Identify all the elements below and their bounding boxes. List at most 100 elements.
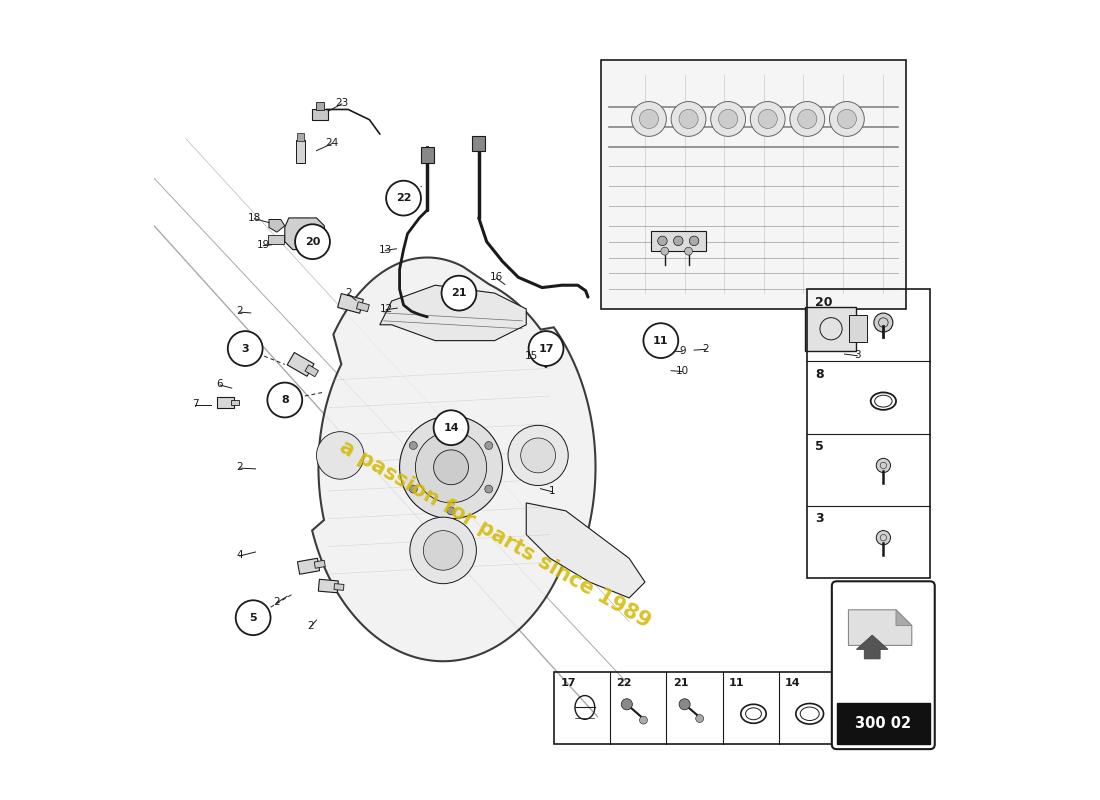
Circle shape — [837, 110, 857, 129]
Circle shape — [690, 236, 698, 246]
Text: 2: 2 — [236, 462, 243, 472]
Polygon shape — [315, 560, 326, 568]
Circle shape — [520, 438, 556, 473]
Circle shape — [399, 416, 503, 518]
Circle shape — [873, 313, 893, 332]
Polygon shape — [297, 558, 320, 574]
Text: 2: 2 — [308, 621, 315, 630]
Text: 2: 2 — [274, 597, 280, 607]
Circle shape — [631, 102, 667, 136]
Circle shape — [877, 530, 891, 545]
FancyBboxPatch shape — [602, 59, 906, 309]
Text: 3: 3 — [854, 350, 860, 360]
Circle shape — [441, 276, 476, 310]
Circle shape — [508, 426, 569, 486]
Text: 12: 12 — [379, 304, 393, 314]
Circle shape — [267, 382, 303, 418]
Circle shape — [790, 102, 825, 136]
Text: 6: 6 — [217, 379, 223, 389]
Circle shape — [718, 110, 738, 129]
Circle shape — [433, 450, 469, 485]
Circle shape — [409, 485, 417, 493]
Circle shape — [409, 442, 417, 450]
Text: 5: 5 — [815, 440, 824, 453]
Polygon shape — [270, 219, 285, 232]
Text: 4: 4 — [236, 550, 243, 560]
Circle shape — [424, 530, 463, 570]
Polygon shape — [318, 579, 339, 593]
Circle shape — [695, 714, 704, 722]
Polygon shape — [379, 286, 526, 341]
Circle shape — [639, 110, 659, 129]
Polygon shape — [334, 584, 344, 590]
Circle shape — [829, 102, 865, 136]
Circle shape — [298, 227, 311, 240]
FancyBboxPatch shape — [472, 135, 485, 151]
Circle shape — [410, 517, 476, 584]
Circle shape — [485, 485, 493, 493]
Circle shape — [639, 716, 648, 724]
Circle shape — [447, 507, 455, 514]
Circle shape — [235, 600, 271, 635]
Text: 18: 18 — [249, 213, 262, 223]
Text: 300 02: 300 02 — [855, 716, 912, 731]
Text: a passion for parts since 1989: a passion for parts since 1989 — [336, 437, 653, 632]
Text: 14: 14 — [785, 678, 801, 688]
Polygon shape — [526, 503, 645, 598]
Text: 5: 5 — [250, 613, 257, 622]
Circle shape — [671, 102, 706, 136]
Text: 2: 2 — [703, 343, 710, 354]
Polygon shape — [356, 302, 370, 312]
Text: 7: 7 — [192, 399, 199, 409]
Circle shape — [295, 224, 330, 259]
Text: 20: 20 — [815, 295, 833, 309]
Circle shape — [317, 432, 364, 479]
FancyBboxPatch shape — [651, 230, 706, 251]
FancyBboxPatch shape — [297, 134, 304, 141]
Text: 11: 11 — [653, 336, 669, 346]
Text: 24: 24 — [326, 138, 339, 148]
Polygon shape — [857, 635, 888, 659]
Text: 13: 13 — [378, 245, 392, 254]
Polygon shape — [231, 400, 239, 405]
Polygon shape — [896, 610, 912, 626]
Text: 19: 19 — [256, 240, 270, 250]
Circle shape — [447, 420, 455, 428]
FancyBboxPatch shape — [316, 102, 323, 110]
Polygon shape — [287, 353, 315, 376]
Text: 1: 1 — [549, 486, 556, 496]
Text: 8: 8 — [815, 368, 824, 381]
Circle shape — [673, 236, 683, 246]
Text: 20: 20 — [305, 237, 320, 246]
Text: 3: 3 — [815, 512, 824, 526]
Circle shape — [621, 698, 632, 710]
Polygon shape — [338, 294, 363, 314]
Text: 11: 11 — [729, 678, 745, 688]
Polygon shape — [285, 218, 324, 250]
Polygon shape — [312, 258, 595, 662]
Text: 16: 16 — [490, 272, 503, 282]
FancyBboxPatch shape — [849, 315, 867, 342]
Text: 22: 22 — [396, 193, 411, 203]
Circle shape — [750, 102, 785, 136]
Text: 21: 21 — [451, 288, 466, 298]
Circle shape — [416, 432, 486, 503]
Text: 17: 17 — [560, 678, 575, 688]
Polygon shape — [305, 365, 318, 377]
FancyBboxPatch shape — [311, 109, 328, 120]
Circle shape — [658, 236, 668, 246]
Circle shape — [661, 247, 669, 255]
Circle shape — [644, 323, 679, 358]
Circle shape — [758, 110, 778, 129]
Circle shape — [679, 110, 699, 129]
Text: 3: 3 — [241, 343, 249, 354]
Polygon shape — [217, 398, 233, 407]
Text: 8: 8 — [280, 395, 288, 405]
Circle shape — [877, 458, 891, 473]
FancyBboxPatch shape — [832, 582, 935, 749]
Text: 10: 10 — [675, 366, 689, 376]
FancyBboxPatch shape — [805, 306, 856, 351]
Text: 9: 9 — [679, 346, 685, 356]
FancyBboxPatch shape — [421, 147, 433, 163]
Text: 15: 15 — [525, 351, 538, 362]
